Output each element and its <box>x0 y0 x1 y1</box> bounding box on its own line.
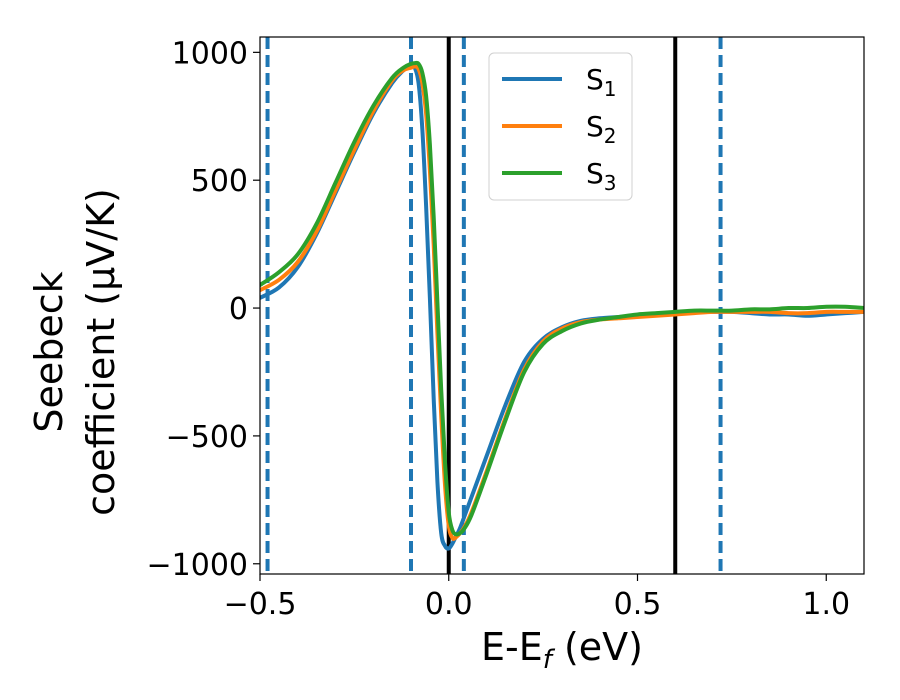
reference-lines <box>265 37 723 574</box>
legend-label-s3: S3 <box>586 157 617 195</box>
y-axis-title: Seebeck coefficient (μV/K) <box>27 188 123 516</box>
y-tick-label: 500 <box>191 164 248 199</box>
x-tick-label: 1.0 <box>802 587 850 622</box>
y-axis-title-line-2: coefficient (μV/K) <box>79 188 123 516</box>
x-tick-label: 0.5 <box>614 587 662 622</box>
y-axis-ticks: −1000 −500 0 500 1000 <box>147 36 260 583</box>
legend-label-s1: S1 <box>586 63 617 101</box>
series-line-s3 <box>260 60 864 537</box>
y-tick-label: 1000 <box>172 36 248 71</box>
series-lines <box>260 60 864 551</box>
y-tick-label: 0 <box>229 292 248 327</box>
plot-frame <box>259 36 865 575</box>
x-axis-ticks: −0.5 0.0 0.5 1.0 <box>224 574 850 622</box>
x-tick-label: −0.5 <box>224 587 297 622</box>
y-axis-title-line-1: Seebeck <box>27 271 71 432</box>
x-tick-label: 0.0 <box>425 587 473 622</box>
y-tick-label: −500 <box>166 420 248 455</box>
x-axis-title: E-Ef (eV) <box>481 625 643 675</box>
legend-label-s2: S2 <box>586 110 617 148</box>
legend: S1 S2 S3 <box>488 52 633 201</box>
y-tick-label: −1000 <box>147 548 248 583</box>
